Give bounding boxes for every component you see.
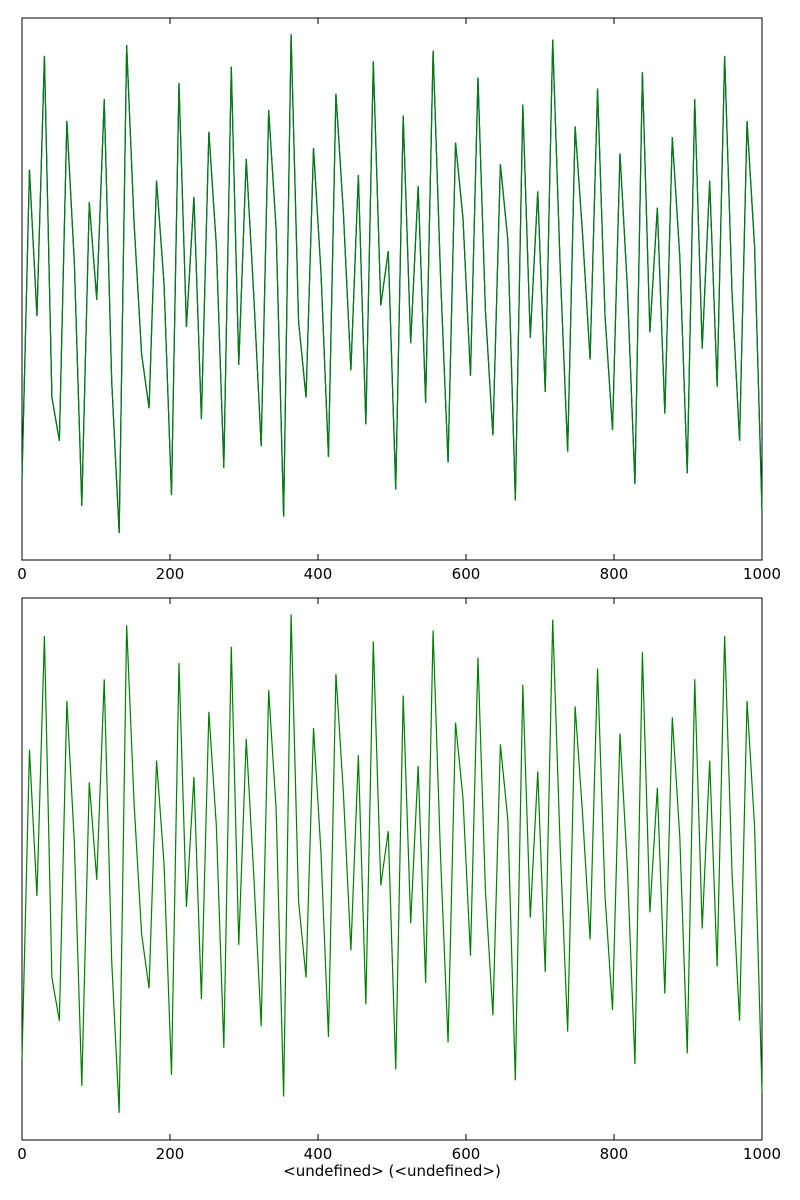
bottom-plot-x-tick-label: 400 (304, 1145, 333, 1163)
bottom-plot-x-tick-label: 800 (600, 1145, 629, 1163)
bottom-plot-frame (22, 598, 762, 1140)
top-plot-x-tick-label: 400 (304, 565, 333, 583)
bottom-plot-x-tick-label: 0 (17, 1145, 27, 1163)
top-plot-x-tick-label: 0 (17, 565, 27, 583)
bottom-plot-x-tick-label: 200 (156, 1145, 185, 1163)
bottom-plot: 0 200 400 600 800 1000 <undefined> (<undefine… (17, 598, 781, 1180)
top-plot-x-tick-label: 600 (452, 565, 481, 583)
top-plot-x-tick-label: 1000 (743, 565, 781, 583)
top-plot-frame (22, 18, 762, 560)
top-plot: 0 200 400 600 800 1000 (17, 18, 781, 583)
top-plot-x-tick-label: 800 (600, 565, 629, 583)
top-plot-x-tick-label: 200 (156, 565, 185, 583)
bottom-plot-x-axis-label: <undefined> (<undefined>) (283, 1162, 501, 1180)
bottom-plot-x-tick-label: 600 (452, 1145, 481, 1163)
bottom-plot-x-tick-label: 1000 (743, 1145, 781, 1163)
